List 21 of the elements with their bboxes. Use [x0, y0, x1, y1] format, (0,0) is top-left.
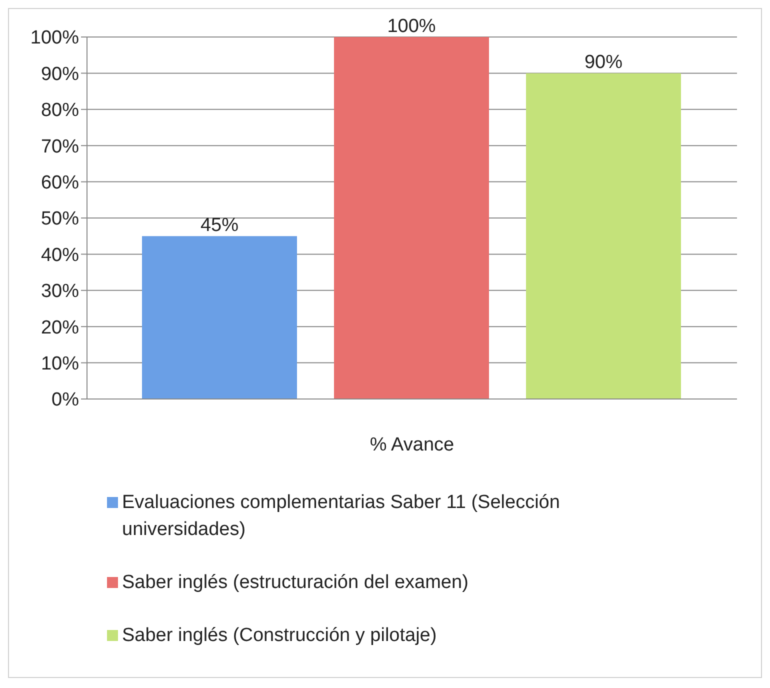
y-tick-label: 70% [40, 136, 80, 158]
bar [142, 236, 297, 399]
y-tick-label: 10% [40, 354, 80, 375]
data-label: 45% [200, 215, 239, 236]
legend-label: Saber inglés (Construcción y pilotaje) [122, 624, 437, 648]
y-tick-label: 80% [40, 100, 80, 122]
y-tick-label: 100% [30, 28, 80, 49]
y-tick-label: 40% [40, 244, 80, 266]
bar [526, 73, 681, 399]
data-label: 90% [584, 52, 623, 74]
legend-label: Saber inglés (estructuración del examen) [122, 571, 468, 595]
y-tick-label: 30% [40, 281, 80, 302]
y-tick-label: 50% [40, 208, 80, 230]
x-tick-label: % Avance [370, 434, 454, 456]
data-label: 100% [387, 16, 436, 37]
y-tick-label: 0% [52, 390, 80, 411]
legend-label: Evaluaciones complementarias Saber 11 (Selección universidades) [122, 491, 561, 542]
y-tick-label: 90% [40, 64, 80, 85]
y-tick-label: 60% [40, 172, 80, 194]
y-tick-label: 20% [40, 317, 80, 338]
bar [334, 37, 489, 399]
